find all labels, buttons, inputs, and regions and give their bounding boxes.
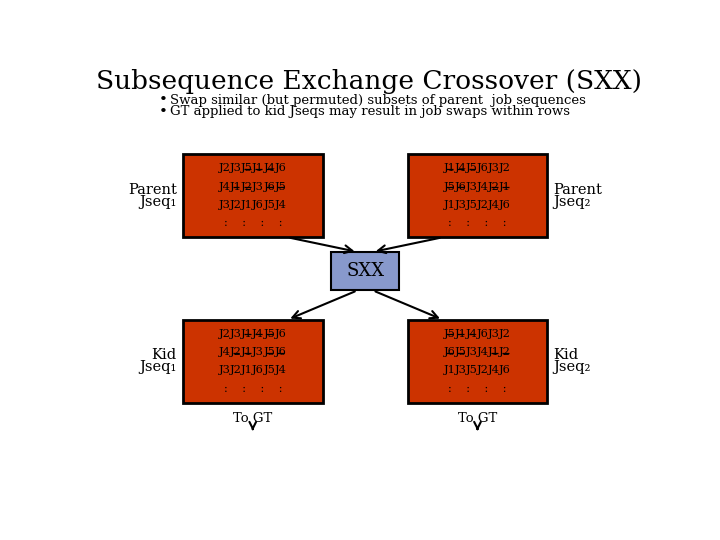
Text: J5: J5 [264,329,275,339]
Bar [331,252,399,291]
Text: J2: J2 [477,200,489,210]
Text: J5: J5 [466,366,478,375]
Text: J3: J3 [219,200,231,210]
Text: J1: J1 [230,181,242,192]
Text: J2: J2 [230,366,242,375]
Text: J5: J5 [264,200,275,210]
Text: J2: J2 [230,200,242,210]
Text: J4: J4 [253,329,264,339]
Text: J1: J1 [500,181,511,192]
Text: J6: J6 [264,181,275,192]
Bar [183,154,323,237]
Text: J6: J6 [477,163,489,173]
Text: J2: J2 [219,163,231,173]
Text: Parent: Parent [128,183,177,197]
Text: J5: J5 [274,181,287,192]
Text: J6: J6 [500,366,511,375]
Text: :    :    :    :: : : : : [449,384,507,394]
Text: J4: J4 [477,347,489,357]
Text: Jseq₁: Jseq₁ [140,360,177,374]
Text: J4: J4 [219,181,231,192]
Text: To GT: To GT [458,412,497,425]
Text: J1: J1 [253,163,264,173]
Text: Jseq₂: Jseq₂ [554,195,591,209]
Text: J3: J3 [230,163,242,173]
Text: J5: J5 [466,200,478,210]
Text: J4: J4 [488,200,500,210]
Text: J2: J2 [500,163,511,173]
Text: J6: J6 [274,347,287,357]
Text: J3: J3 [253,347,264,357]
Text: J2: J2 [488,181,500,192]
Text: GT applied to kid Jseqs may result in job swaps within rows: GT applied to kid Jseqs may result in jo… [170,105,570,118]
Text: J5: J5 [444,181,456,192]
Text: J2: J2 [241,181,253,192]
Text: J3: J3 [466,347,478,357]
Text: Jseq₂: Jseq₂ [554,360,591,374]
Text: J2: J2 [230,347,242,357]
Text: J4: J4 [455,163,467,173]
Text: J6: J6 [455,181,467,192]
Text: J6: J6 [274,329,287,339]
Text: :    :    :    :: : : : : [223,218,282,228]
Text: J5: J5 [241,163,253,173]
Text: J2: J2 [219,329,231,339]
Text: Subsequence Exchange Crossover (SXX): Subsequence Exchange Crossover (SXX) [96,69,642,94]
Text: J5: J5 [466,163,478,173]
Text: J3: J3 [219,366,231,375]
Text: Swap similar (but permuted) subsets of parent  job sequences: Swap similar (but permuted) subsets of p… [170,94,585,107]
Text: J5: J5 [264,366,275,375]
Text: J6: J6 [253,366,264,375]
Text: Kid: Kid [554,348,579,362]
Text: •: • [159,93,168,107]
Bar [183,320,323,403]
Text: J5: J5 [264,347,275,357]
Text: :    :    :    :: : : : : [449,218,507,228]
Text: J4: J4 [274,366,287,375]
Text: J2: J2 [500,329,511,339]
Text: J4: J4 [264,163,275,173]
Text: J1: J1 [444,366,456,375]
Text: :    :    :    :: : : : : [223,384,282,394]
Text: J5: J5 [444,329,456,339]
Text: J4: J4 [488,366,500,375]
Text: J3: J3 [488,163,500,173]
Text: J3: J3 [455,200,467,210]
Text: J6: J6 [444,347,456,357]
Text: Parent: Parent [554,183,603,197]
Bar [408,154,547,237]
Text: J4: J4 [477,181,489,192]
Text: J2: J2 [477,366,489,375]
Text: J3: J3 [455,366,467,375]
Text: J4: J4 [219,347,231,357]
Text: J3: J3 [466,181,478,192]
Text: To GT: To GT [233,412,272,425]
Text: J6: J6 [500,200,511,210]
Text: J5: J5 [455,347,467,357]
Text: J3: J3 [253,181,264,192]
Text: J4: J4 [274,200,287,210]
Text: J4: J4 [466,329,478,339]
Text: J3: J3 [488,329,500,339]
Text: J1: J1 [241,347,253,357]
Text: J2: J2 [500,347,511,357]
Text: J1: J1 [241,329,253,339]
Text: J1: J1 [455,329,467,339]
Text: SXX: SXX [346,262,384,280]
Text: J6: J6 [274,163,287,173]
Text: J1: J1 [444,163,456,173]
Text: •: • [159,105,168,119]
Text: Jseq₁: Jseq₁ [140,195,177,209]
Text: J3: J3 [230,329,242,339]
Text: J1: J1 [444,200,456,210]
Text: Kid: Kid [152,348,177,362]
Text: J1: J1 [241,200,253,210]
Text: J1: J1 [488,347,500,357]
Text: J6: J6 [477,329,489,339]
Text: J1: J1 [241,366,253,375]
Text: J6: J6 [253,200,264,210]
Bar [408,320,547,403]
